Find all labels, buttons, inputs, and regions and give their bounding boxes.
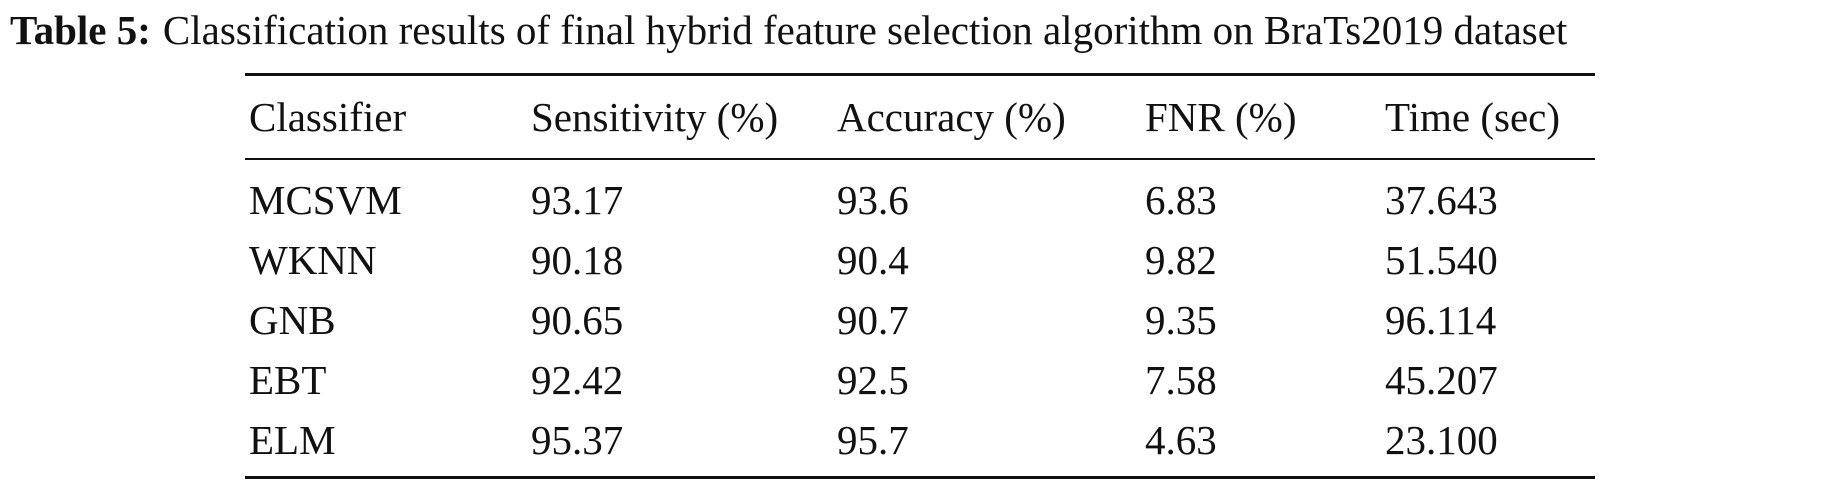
cell-fnr: 9.82 xyxy=(1145,237,1217,283)
table-row: EBT 92.42 92.5 7.58 45.207 xyxy=(245,350,1595,410)
cell-sensitivity: 90.65 xyxy=(531,297,624,343)
cell-classifier: WKNN xyxy=(249,237,377,283)
header-fnr: FNR (%) xyxy=(1145,94,1297,140)
cell-sensitivity: 90.18 xyxy=(531,237,624,283)
cell-accuracy: 90.4 xyxy=(837,237,909,283)
results-table: Classifier Sensitivity (%) Accuracy (%) … xyxy=(245,73,1595,479)
cell-time: 51.540 xyxy=(1385,237,1498,283)
cell-sensitivity: 92.42 xyxy=(531,357,624,403)
cell-fnr: 6.83 xyxy=(1145,177,1217,223)
cell-fnr: 7.58 xyxy=(1145,357,1217,403)
cell-classifier: GNB xyxy=(249,297,336,343)
cell-accuracy: 93.6 xyxy=(837,177,909,223)
table-row: ELM 95.37 95.7 4.63 23.100 xyxy=(245,410,1595,478)
cell-time: 37.643 xyxy=(1385,177,1498,223)
table-caption-label: Table 5: xyxy=(10,7,151,53)
header-classifier: Classifier xyxy=(249,94,407,140)
cell-accuracy: 92.5 xyxy=(837,357,909,403)
cell-classifier: ELM xyxy=(249,417,336,463)
table-row: WKNN 90.18 90.4 9.82 51.540 xyxy=(245,230,1595,290)
cell-time: 23.100 xyxy=(1385,417,1498,463)
cell-time: 96.114 xyxy=(1385,297,1497,343)
cell-sensitivity: 93.17 xyxy=(531,177,624,223)
table-row: MCSVM 93.17 93.6 6.83 37.643 xyxy=(245,159,1595,230)
table-header-row: Classifier Sensitivity (%) Accuracy (%) … xyxy=(245,74,1595,159)
header-accuracy: Accuracy (%) xyxy=(837,94,1066,140)
results-table-container: Classifier Sensitivity (%) Accuracy (%) … xyxy=(245,73,1595,479)
cell-fnr: 4.63 xyxy=(1145,417,1217,463)
table-row: GNB 90.65 90.7 9.35 96.114 xyxy=(245,290,1595,350)
cell-sensitivity: 95.37 xyxy=(531,417,624,463)
cell-classifier: MCSVM xyxy=(249,177,402,223)
header-sensitivity: Sensitivity (%) xyxy=(531,94,779,140)
table-caption: Table 5: Classification results of final … xyxy=(10,4,1830,56)
header-time: Time (sec) xyxy=(1385,94,1560,140)
cell-accuracy: 95.7 xyxy=(837,417,909,463)
table-caption-text: Classification results of final hybrid f… xyxy=(162,7,1568,53)
cell-fnr: 9.35 xyxy=(1145,297,1217,343)
cell-time: 45.207 xyxy=(1385,357,1498,403)
cell-accuracy: 90.7 xyxy=(837,297,909,343)
cell-classifier: EBT xyxy=(249,357,327,403)
